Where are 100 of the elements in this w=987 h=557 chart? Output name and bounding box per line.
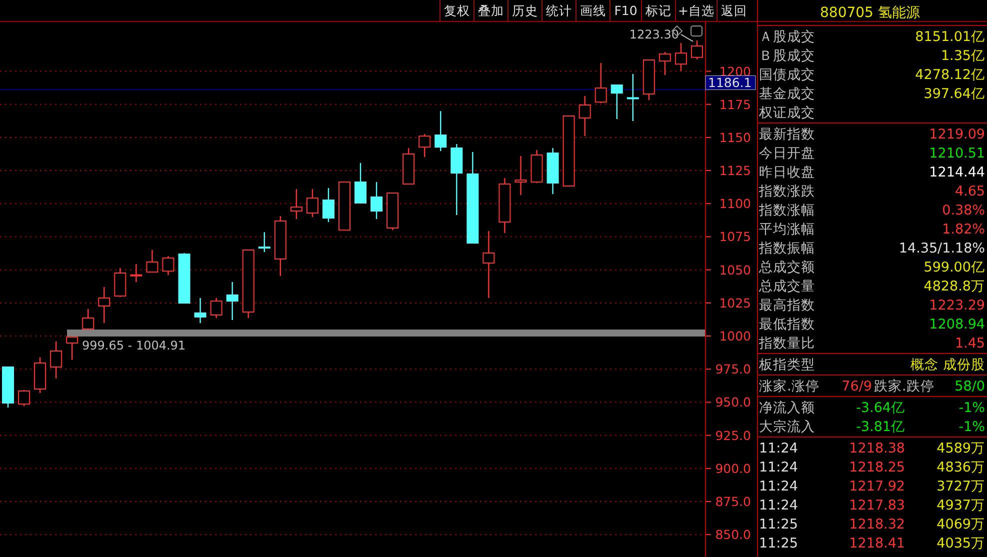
y-tick-label: 925.0	[715, 428, 752, 443]
text: 昨日收盘	[759, 164, 815, 180]
text: 权证成交	[759, 105, 815, 121]
text: 1214.44	[929, 164, 985, 180]
y-tick-label: 1175	[719, 96, 751, 112]
candlestick	[98, 286, 110, 324]
annotation: 1223.30	[629, 27, 679, 42]
category-label: 统计	[546, 3, 572, 18]
candlestick	[610, 84, 623, 120]
candlestick	[658, 51, 671, 76]
text: 11:24	[759, 498, 798, 514]
candlestick	[594, 62, 607, 104]
text: 板指类型	[759, 357, 815, 373]
candlestick	[66, 336, 78, 360]
text: 国债成交	[759, 67, 815, 83]
candlestick	[674, 42, 687, 72]
category-label: 叠加	[478, 3, 504, 18]
candlestick	[194, 297, 206, 324]
candlestick	[322, 187, 334, 223]
text: 4.65	[954, 184, 985, 200]
candlestick	[514, 155, 527, 196]
text: 总成交量	[759, 278, 815, 294]
candlestick	[162, 255, 174, 276]
band-label: 999.65 - 1004.91	[82, 338, 186, 352]
text: 3727万	[936, 478, 985, 494]
text: 11:24	[759, 478, 798, 494]
text: -3.81亿	[856, 419, 905, 435]
candlestick	[146, 249, 158, 273]
text: 总成交额	[759, 260, 815, 276]
text: 599.00亿	[924, 260, 985, 276]
candlestick	[418, 133, 431, 158]
text: 1217.83	[849, 498, 905, 514]
candlestick	[258, 232, 270, 253]
text: 4589万	[936, 440, 985, 456]
y-tick-label: 850.0	[715, 527, 752, 542]
text: 4937万	[936, 498, 985, 514]
y-tick-label: 900.0	[715, 460, 752, 476]
text: 4069万	[936, 516, 985, 532]
text: 0.38%	[942, 202, 985, 218]
text: Ｂ股成交	[759, 48, 815, 64]
y-tick-label: 1025	[719, 295, 751, 310]
text: 1218.41	[849, 536, 905, 552]
text: 11:24	[759, 460, 798, 476]
text: 1219.09	[929, 126, 985, 142]
candlestick	[626, 73, 639, 122]
y-tick-label: 1000	[719, 328, 752, 344]
text: 涨家.涨停	[759, 378, 820, 394]
text: 最新指数	[759, 126, 815, 142]
candlestick	[354, 162, 367, 204]
candlestick	[130, 263, 142, 283]
category-label: F10	[614, 3, 638, 18]
candlestick	[50, 340, 62, 379]
text: 基金成交	[759, 86, 815, 102]
text: 1.45	[954, 336, 985, 352]
text: 指数涨跌	[759, 184, 815, 200]
text: -3.64亿	[856, 400, 905, 416]
text: 1223.29	[929, 298, 985, 314]
category-label: 标记	[644, 3, 672, 18]
text: 11:25	[759, 516, 798, 532]
text: 4035万	[936, 536, 985, 552]
category-label: 返回	[721, 3, 747, 18]
text: 397.64亿	[924, 86, 985, 102]
text: 8151.01亿	[915, 29, 985, 45]
candlestick	[578, 95, 591, 137]
y-tick-label: 1075	[719, 229, 751, 244]
candlestick	[82, 308, 94, 330]
text: 最低指数	[759, 316, 815, 332]
text: 4828.8万	[924, 278, 985, 294]
category-label: +自选	[678, 3, 714, 18]
text: 跌家.跌停	[874, 378, 934, 394]
candlestick	[690, 40, 703, 60]
candlestick	[434, 110, 447, 152]
text: 1218.32	[849, 516, 905, 532]
y-tick-label: 1100	[719, 196, 752, 212]
y-tick-label: 1050	[719, 262, 752, 278]
text: 1208.94	[929, 316, 985, 332]
text: 880705 氢能源	[820, 5, 920, 21]
text: 1.82%	[942, 222, 985, 238]
text: 平均涨幅	[759, 222, 815, 238]
y-tick-label: 875.0	[715, 494, 752, 510]
text: 14.35/1.18%	[898, 240, 985, 256]
text: 1210.51	[929, 146, 985, 162]
y-tick-label: 975.0	[715, 362, 752, 377]
candlestick	[18, 389, 30, 407]
text: -1%	[958, 419, 985, 435]
text: 4278.12亿	[915, 67, 985, 83]
text: 58/0	[954, 378, 985, 394]
text: Ａ股成交	[759, 29, 815, 45]
text: 1218.25	[849, 460, 905, 476]
candlestick	[306, 188, 318, 218]
text: 指数涨幅	[759, 202, 815, 218]
y-tick-label: 1150	[719, 130, 752, 145]
text: 最高指数	[759, 298, 815, 314]
candlestick	[114, 267, 126, 298]
text: 1218.38	[849, 440, 905, 456]
text: 11:24	[759, 440, 798, 456]
category-label: 复权	[444, 3, 470, 18]
text: 今日开盘	[759, 146, 815, 162]
text: 概念 成份股	[910, 357, 985, 373]
y-tick-label: 1125	[719, 163, 751, 178]
